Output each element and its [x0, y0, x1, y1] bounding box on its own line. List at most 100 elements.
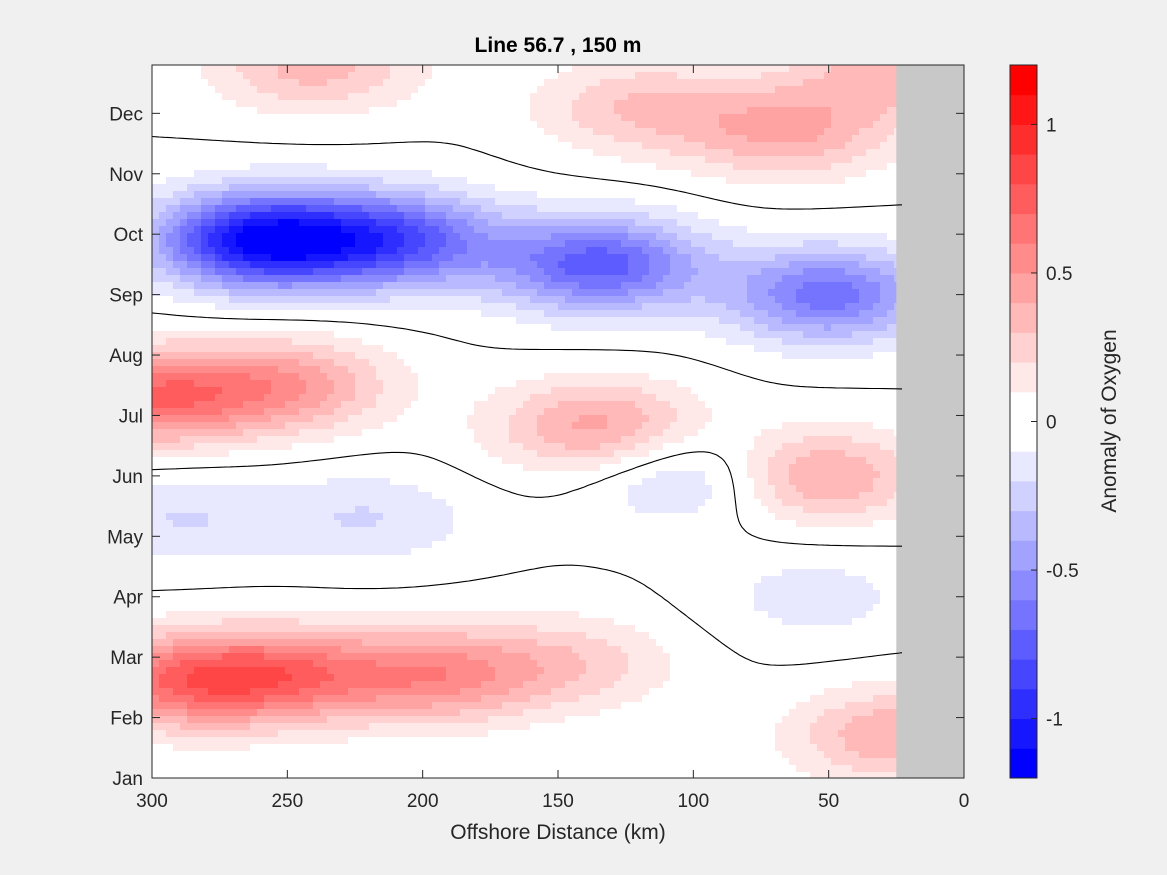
- field-cell: [747, 226, 755, 234]
- field-cell: [439, 100, 447, 108]
- field-cell: [369, 121, 377, 129]
- field-cell: [663, 338, 671, 346]
- field-cell: [166, 261, 174, 269]
- field-cell: [488, 163, 496, 171]
- field-cell: [838, 128, 846, 136]
- field-cell: [390, 198, 398, 206]
- field-cell: [831, 65, 839, 73]
- field-cell: [250, 359, 258, 367]
- field-cell: [635, 303, 643, 311]
- field-cell: [586, 345, 594, 353]
- field-cell: [635, 261, 643, 269]
- field-cell: [446, 212, 454, 220]
- field-cell: [873, 254, 881, 262]
- field-cell: [243, 163, 251, 171]
- field-cell: [488, 352, 496, 360]
- field-cell: [530, 191, 538, 199]
- field-cell: [607, 191, 615, 199]
- field-cell: [208, 184, 216, 192]
- field-cell: [628, 177, 636, 185]
- field-cell: [705, 184, 713, 192]
- field-cell: [635, 317, 643, 325]
- field-cell: [187, 191, 195, 199]
- field-cell: [810, 219, 818, 227]
- field-cell: [292, 324, 300, 332]
- field-cell: [285, 212, 293, 220]
- field-cell: [222, 93, 230, 101]
- field-cell: [565, 310, 573, 318]
- field-cell: [257, 268, 265, 276]
- field-cell: [194, 338, 202, 346]
- field-cell: [509, 156, 517, 164]
- field-cell: [719, 282, 727, 290]
- field-cell: [544, 233, 552, 241]
- field-cell: [397, 331, 405, 339]
- field-cell: [803, 86, 811, 94]
- field-cell: [390, 310, 398, 318]
- field-cell: [747, 317, 755, 325]
- field-cell: [754, 240, 762, 248]
- field-cell: [411, 184, 419, 192]
- field-cell: [782, 177, 790, 185]
- field-cell: [418, 219, 426, 227]
- field-cell: [320, 135, 328, 143]
- field-cell: [306, 240, 314, 248]
- field-cell: [425, 317, 433, 325]
- field-cell: [320, 352, 328, 360]
- field-cell: [656, 331, 664, 339]
- field-cell: [180, 254, 188, 262]
- field-cell: [530, 338, 538, 346]
- field-cell: [551, 268, 559, 276]
- field-cell: [173, 79, 181, 87]
- field-cell: [446, 163, 454, 171]
- field-cell: [670, 317, 678, 325]
- field-cell: [572, 338, 580, 346]
- field-cell: [194, 226, 202, 234]
- field-cell: [691, 149, 699, 157]
- field-cell: [243, 254, 251, 262]
- field-cell: [313, 219, 321, 227]
- field-cell: [852, 310, 860, 318]
- field-cell: [152, 261, 160, 269]
- field-cell: [362, 79, 370, 87]
- field-cell: [649, 303, 657, 311]
- field-cell: [845, 352, 853, 360]
- field-cell: [628, 72, 636, 80]
- field-cell: [313, 149, 321, 157]
- field-cell: [698, 198, 706, 206]
- field-cell: [621, 114, 629, 122]
- field-cell: [782, 212, 790, 220]
- field-cell: [775, 289, 783, 297]
- field-cell: [313, 226, 321, 234]
- field-cell: [369, 296, 377, 304]
- field-cell: [852, 212, 860, 220]
- field-cell: [495, 86, 503, 94]
- field-cell: [390, 114, 398, 122]
- field-cell: [782, 303, 790, 311]
- field-cell: [334, 121, 342, 129]
- field-cell: [369, 177, 377, 185]
- field-cell: [369, 317, 377, 325]
- field-cell: [264, 135, 272, 143]
- field-cell: [243, 149, 251, 157]
- field-cell: [803, 72, 811, 80]
- field-cell: [495, 268, 503, 276]
- field-cell: [747, 93, 755, 101]
- field-cell: [747, 212, 755, 220]
- field-cell: [390, 170, 398, 178]
- field-cell: [411, 324, 419, 332]
- field-cell: [691, 261, 699, 269]
- field-cell: [565, 163, 573, 171]
- field-cell: [866, 184, 874, 192]
- field-cell: [845, 268, 853, 276]
- field-cell: [698, 310, 706, 318]
- field-cell: [866, 219, 874, 227]
- field-cell: [684, 303, 692, 311]
- field-cell: [698, 303, 706, 311]
- field-cell: [383, 352, 391, 360]
- field-cell: [712, 359, 720, 367]
- field-cell: [362, 135, 370, 143]
- field-cell: [747, 198, 755, 206]
- field-cell: [684, 261, 692, 269]
- field-cell: [852, 247, 860, 255]
